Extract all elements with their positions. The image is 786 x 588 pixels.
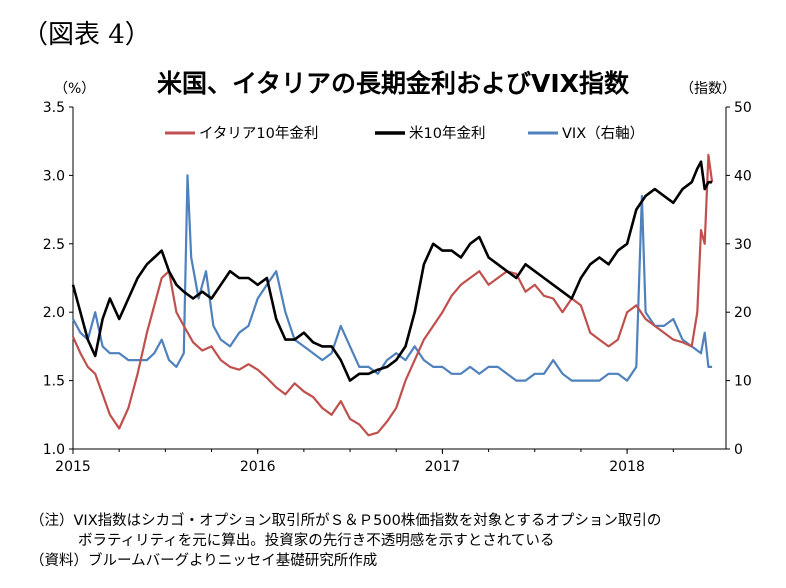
x-tick-label: 2016 (240, 459, 276, 475)
x-tick-label: 2017 (425, 459, 461, 475)
right-tick-label: 0 (734, 442, 743, 458)
right-tick-label: 50 (734, 100, 752, 116)
left-tick-label: 3.5 (43, 100, 65, 116)
note-line-2: ボラティリティを元に算出。投資家の先行き不透明感を示すとされている (78, 533, 555, 549)
series-line-2 (72, 174, 713, 382)
left-tick-label: 1.5 (43, 374, 65, 390)
right-tick-label: 10 (734, 374, 752, 390)
notes: （注）VIX指数はシカゴ・オプション取引所がＳ＆Ｐ500株価指数を対象とするオプ… (30, 511, 661, 571)
legend-label-1: 米10年金利 (409, 125, 485, 142)
legend-label-2: VIX（右軸） (562, 125, 644, 142)
figure-label: （図表 4） (22, 20, 151, 50)
left-tick-label: 2.0 (43, 305, 65, 321)
right-axis-unit: （指数） (680, 81, 736, 97)
left-axis-unit: （%） (54, 81, 96, 97)
right-tick-label: 40 (734, 168, 752, 184)
note-line-1: （注）VIX指数はシカゴ・オプション取引所がＳ＆Ｐ500株価指数を対象とするオプ… (30, 513, 662, 529)
left-tick-label: 3.0 (43, 168, 65, 184)
source-line: （資料）ブルームバーグよりニッセイ基礎研究所作成 (30, 553, 378, 569)
series-line-0 (71, 153, 714, 437)
chart-title: 米国、イタリアの長期金利およびVIX指数 (157, 69, 629, 98)
series-line-1 (71, 160, 713, 382)
left-tick-label: 1.0 (43, 442, 65, 458)
right-tick-label: 30 (734, 237, 752, 253)
legend-label-0: イタリア10年金利 (199, 125, 318, 142)
x-tick-label: 2018 (609, 459, 645, 475)
right-tick-label: 20 (734, 305, 752, 321)
x-tick-label: 2015 (55, 459, 91, 475)
left-tick-label: 2.5 (43, 237, 65, 253)
